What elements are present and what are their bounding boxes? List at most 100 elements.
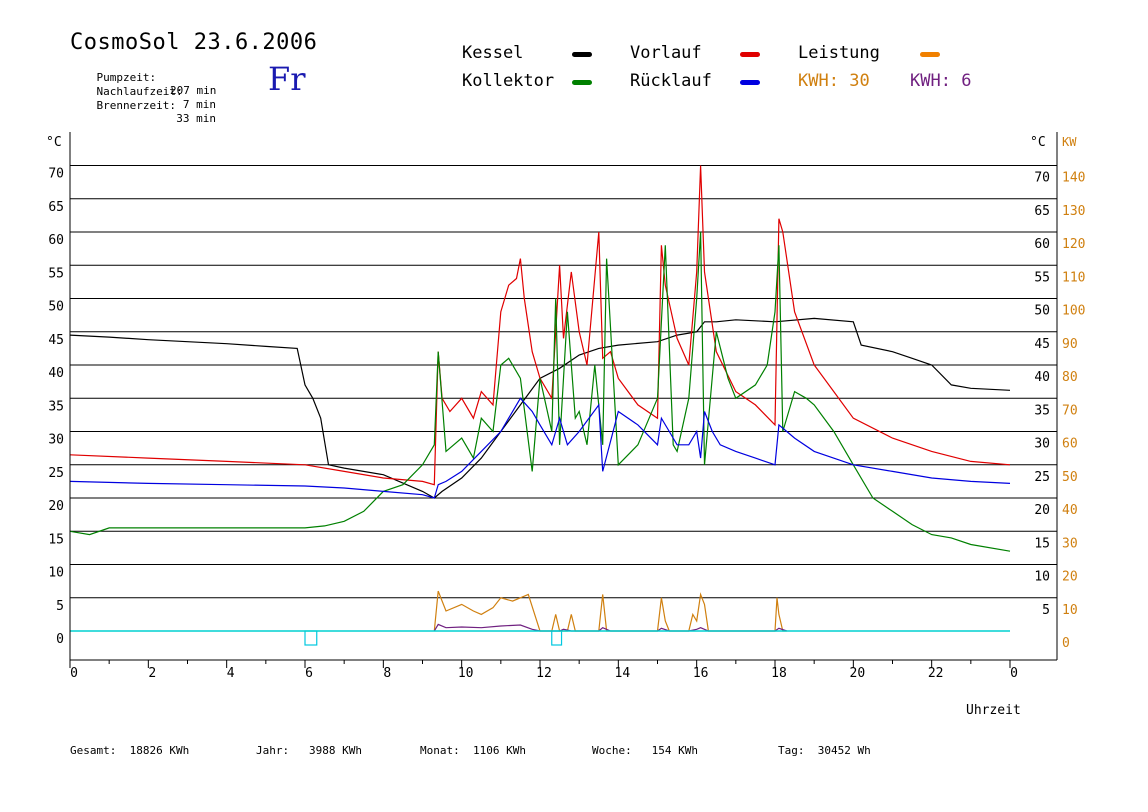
y2-axis-title: KW xyxy=(1062,135,1077,149)
legend-kwh-solar: KWH: 30 xyxy=(798,71,870,91)
stat-value: 7 min xyxy=(182,98,216,111)
footer-value: 3988 KWh xyxy=(309,744,362,757)
stat-pumpzeit: Pumpzeit: 207 min xyxy=(70,58,217,110)
x-tick-label: 10 xyxy=(458,666,474,681)
footer-value: 30452 Wh xyxy=(817,744,871,757)
grid-lines xyxy=(70,165,1057,599)
stat-brennerzeit: Brennerzeit: 33 min xyxy=(70,86,217,138)
stat-nachlaufzeit: Nachlaufzeit: 7 min xyxy=(70,72,217,124)
legend-kwh-burner: KWH: 6 xyxy=(910,71,971,91)
y-tick-label-left: 20 xyxy=(48,499,64,514)
y-tick-label-right: 60 xyxy=(1034,237,1050,252)
x-tick-label: 8 xyxy=(383,666,391,681)
x-tick-label: 0 xyxy=(1010,666,1018,681)
x-tick-label: 2 xyxy=(148,666,156,681)
legend-kessel-swatch xyxy=(572,52,592,57)
y2-tick-label: 130 xyxy=(1062,204,1085,219)
chart-title: CosmoSol 23.6.2006 xyxy=(70,30,318,55)
legend-leistung-swatch xyxy=(920,52,940,57)
y-tick-label-left: 15 xyxy=(48,532,64,547)
x-tick-label: 6 xyxy=(305,666,313,681)
y-tick-label-left: 10 xyxy=(48,566,64,581)
y2-tick-label: 70 xyxy=(1062,403,1078,418)
x-tick-label: 20 xyxy=(850,666,866,681)
y2-tick-label: 120 xyxy=(1062,237,1085,252)
footer-tag: Tag: 30452 Wh xyxy=(778,744,871,757)
y-tick-label-left: 55 xyxy=(48,266,64,281)
legend-ruecklauf-label: Rücklauf xyxy=(630,71,712,91)
y-axis-title-right: °C xyxy=(1030,135,1046,150)
stat-label: Pumpzeit: xyxy=(96,71,157,84)
series-line-rücklauf xyxy=(69,397,1011,499)
x-tick-label: 4 xyxy=(227,666,235,681)
y2-tick-label: 50 xyxy=(1062,470,1078,485)
y-axis-title-left: °C xyxy=(46,135,62,150)
y-tick-label-right: 25 xyxy=(1034,470,1050,485)
series-line-leistung xyxy=(433,590,787,632)
label-group: 0 2 4 6 8 10 12 14 16 18 20 22 0 Uhrzeit 0 5 10 15 20 25 30 3… xyxy=(46,135,1085,718)
y2-tick-label: 60 xyxy=(1062,437,1078,452)
footer-monat: Monat: 1106 KWh xyxy=(420,744,526,757)
footer-gesamt: Gesamt: 18826 KWh xyxy=(70,744,189,757)
y-tick-label-right: 35 xyxy=(1034,403,1050,418)
y-tick-label-right: 40 xyxy=(1034,370,1050,385)
weekday-label: Fr xyxy=(268,60,306,98)
legend-kollektor-label: Kollektor xyxy=(462,71,555,91)
y-tick-label-left: 30 xyxy=(48,433,64,448)
y-tick-label-left: 25 xyxy=(48,466,64,481)
y-tick-label-right: 30 xyxy=(1034,437,1050,452)
legend-ruecklauf-swatch xyxy=(740,80,760,85)
kwh-label: KWH: xyxy=(798,71,839,91)
series-line-kwh xyxy=(433,623,787,632)
marker-group xyxy=(304,630,563,646)
kwh-label: KWH: xyxy=(910,71,951,91)
x-tick-label: 18 xyxy=(771,666,787,681)
stat-label: Brennerzeit: xyxy=(96,99,176,112)
y-tick-label-left: 0 xyxy=(56,632,64,647)
y2-tick-label: 0 xyxy=(1062,636,1070,651)
axes-group xyxy=(69,132,1058,668)
y2-tick-label: 80 xyxy=(1062,370,1078,385)
footer-value: 18826 KWh xyxy=(129,744,190,757)
y-tick-label-right: 45 xyxy=(1034,337,1050,352)
footer-value: 154 KWh xyxy=(651,744,698,757)
y-tick-label-left: 35 xyxy=(48,399,64,414)
x-tick-label: 14 xyxy=(615,666,631,681)
y2-tick-label: 40 xyxy=(1062,503,1078,518)
legend-kollektor-swatch xyxy=(572,80,592,85)
y2-tick-label: 100 xyxy=(1062,304,1085,319)
footer-label: Jahr: xyxy=(256,744,290,757)
footer-value: 1106 KWh xyxy=(473,744,526,757)
stat-value: 33 min xyxy=(176,112,216,125)
y-tick-label-left: 70 xyxy=(48,167,64,182)
y-tick-label-left: 45 xyxy=(48,333,64,348)
series-group xyxy=(69,165,1011,632)
pump-marker xyxy=(551,630,563,646)
legend-vorlauf-swatch xyxy=(740,52,760,57)
y-tick-label-right: 20 xyxy=(1034,503,1050,518)
y-tick-label-right: 55 xyxy=(1034,270,1050,285)
y-tick-label-right: 50 xyxy=(1034,304,1050,319)
y2-tick-label: 110 xyxy=(1062,270,1085,285)
footer-label: Monat: xyxy=(420,744,460,757)
x-tick-label: 16 xyxy=(693,666,709,681)
x-tick-label: 12 xyxy=(536,666,552,681)
y2-tick-label: 10 xyxy=(1062,603,1078,618)
y-tick-label-right: 70 xyxy=(1034,171,1050,186)
stat-label: Nachlaufzeit: xyxy=(96,85,183,98)
y2-tick-label: 90 xyxy=(1062,337,1078,352)
stat-value: 207 min xyxy=(170,84,217,97)
y2-tick-label: 30 xyxy=(1062,536,1078,551)
y-tick-label-left: 65 xyxy=(48,200,64,215)
x-axis-title: Uhrzeit xyxy=(966,703,1021,718)
y-tick-label-left: 5 xyxy=(56,599,64,614)
footer-label: Gesamt: xyxy=(70,744,117,757)
y2-tick-label: 140 xyxy=(1062,171,1085,186)
y-tick-label-right: 5 xyxy=(1042,603,1050,618)
y-tick-label-right: 10 xyxy=(1034,570,1050,585)
y-tick-label-left: 50 xyxy=(48,300,64,315)
x-tick-label: 0 xyxy=(70,666,78,681)
footer-label: Woche: xyxy=(592,744,632,757)
y-tick-label-right: 15 xyxy=(1034,536,1050,551)
